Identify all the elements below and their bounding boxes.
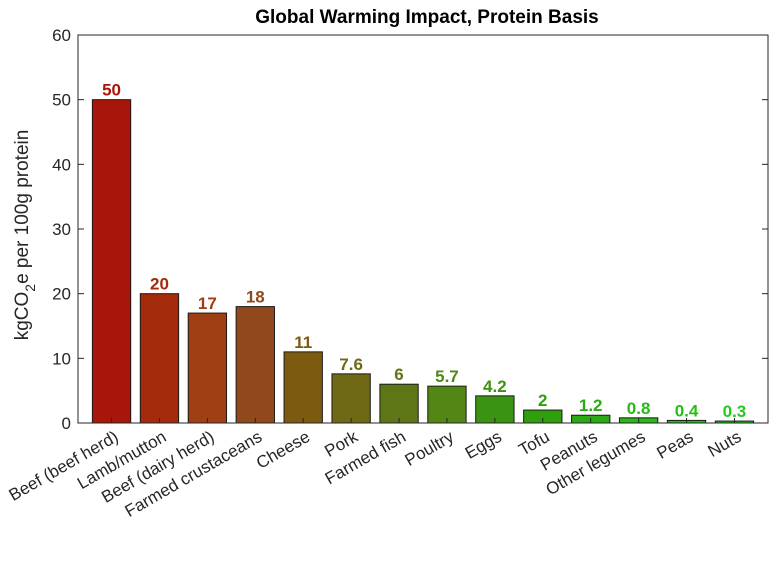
chart-title: Global Warming Impact, Protein Basis — [255, 7, 598, 28]
data-label: 18 — [246, 288, 265, 307]
x-tick-label: Nuts — [705, 427, 745, 461]
bar — [91, 99, 132, 424]
data-label: 11 — [294, 333, 312, 352]
data-label: 2 — [538, 391, 547, 410]
x-tick-label: Cheese — [253, 427, 313, 473]
y-tick-label: 50 — [52, 91, 71, 110]
data-label: 5.7 — [435, 367, 459, 386]
bar — [235, 306, 275, 424]
x-tick-label: Poultry — [402, 427, 458, 470]
bar — [283, 351, 323, 424]
y-tick-label: 40 — [52, 155, 71, 174]
bars — [91, 99, 755, 424]
data-label: 1.2 — [579, 396, 603, 415]
y-axis-ticks: 0 10 20 30 40 50 60 — [52, 26, 768, 433]
y-tick-label: 60 — [52, 26, 71, 45]
data-label: 20 — [150, 275, 169, 294]
data-label: 50 — [102, 81, 121, 100]
y-tick-label: 20 — [52, 285, 71, 304]
bar — [427, 385, 467, 424]
bar — [139, 293, 180, 424]
y-tick-label: 0 — [62, 414, 71, 433]
y-tick-label: 10 — [52, 349, 71, 368]
x-tick-label: Eggs — [462, 427, 505, 463]
data-label: 7.6 — [339, 355, 363, 374]
x-tick-label: Peas — [653, 427, 696, 463]
data-label: 17 — [198, 294, 217, 313]
data-label: 6 — [394, 365, 403, 384]
y-axis-label: kgCO2e per 100g protein — [12, 130, 38, 341]
plot-area-frame — [77, 34, 769, 424]
data-label: 4.2 — [483, 377, 507, 396]
data-label: 0.8 — [627, 399, 651, 418]
bar — [331, 373, 371, 424]
data-labels: 50 20 17 18 11 7.6 6 5.7 4.2 2 1.2 0.8 0.4 0.3 — [102, 81, 746, 421]
data-label: 0.3 — [723, 402, 747, 421]
bar — [187, 312, 228, 424]
bar — [379, 383, 419, 424]
y-tick-label: 30 — [52, 220, 71, 239]
data-label: 0.4 — [675, 401, 699, 420]
